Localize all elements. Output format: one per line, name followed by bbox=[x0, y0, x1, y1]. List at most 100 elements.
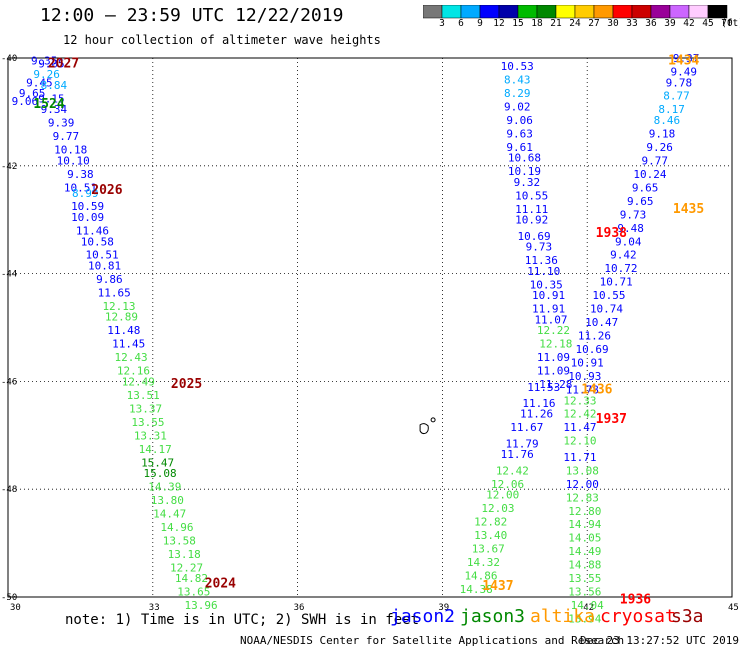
swh-value: 11.09 bbox=[537, 351, 570, 364]
y-tick-label: -40 bbox=[1, 54, 17, 64]
swh-value: 9.04 bbox=[615, 235, 642, 248]
swh-value: 9.61 bbox=[506, 141, 533, 154]
swh-value: 12.00 bbox=[566, 478, 599, 491]
swh-value: 10.09 bbox=[71, 211, 104, 224]
swh-value: 8.43 bbox=[504, 74, 531, 87]
swh-value: 12.16 bbox=[117, 365, 150, 378]
swh-value: 14.47 bbox=[153, 507, 186, 520]
pass-time-label: 2025 bbox=[171, 377, 202, 392]
swh-value: 11.26 bbox=[578, 330, 611, 343]
swh-value: 10.69 bbox=[575, 343, 608, 356]
color-swatch bbox=[707, 5, 728, 19]
color-scale-value: 9 bbox=[477, 18, 483, 29]
y-tick-label: -48 bbox=[1, 485, 17, 495]
swh-value: 9.34 bbox=[41, 103, 68, 116]
swh-value: 11.07 bbox=[534, 313, 567, 326]
color-scale-value: 33 bbox=[626, 18, 638, 29]
swh-value: 9.63 bbox=[506, 127, 533, 140]
swh-value: 9.65 bbox=[632, 181, 659, 194]
color-scale-value: 30 bbox=[607, 18, 619, 29]
color-scale-value: 6 bbox=[458, 18, 464, 29]
swh-value: 8.77 bbox=[663, 90, 690, 103]
swh-value: 11.91 bbox=[532, 303, 565, 316]
swh-value: 8.29 bbox=[504, 87, 531, 100]
swh-value: 12.10 bbox=[563, 435, 596, 448]
swh-value: 10.19 bbox=[508, 165, 541, 178]
swh-value: 10.24 bbox=[633, 168, 666, 181]
swh-value: 12.00 bbox=[486, 489, 519, 502]
pass-time-label: 1437 bbox=[482, 579, 513, 594]
swh-value: 10.53 bbox=[501, 60, 534, 73]
pass-time-label: 1436 bbox=[581, 382, 612, 397]
swh-value: 12.27 bbox=[170, 561, 203, 574]
swh-value: 9.35 bbox=[31, 55, 58, 68]
swh-value: 12.43 bbox=[115, 351, 148, 364]
swh-value: 14.86 bbox=[464, 569, 497, 582]
swh-value: 9.78 bbox=[666, 76, 693, 89]
swh-value: 9.73 bbox=[620, 208, 647, 221]
pass-time-label: 2026 bbox=[91, 183, 122, 198]
x-tick-label: 45 bbox=[728, 603, 739, 613]
swh-value: 10.92 bbox=[515, 214, 548, 227]
map-subtitle: 12 hour collection of altimeter wave hei… bbox=[63, 33, 381, 47]
swh-value: 11.67 bbox=[510, 421, 543, 434]
swh-value: 10.10 bbox=[57, 154, 90, 167]
swh-value: 11.11 bbox=[515, 203, 548, 216]
x-tick-label: 42 bbox=[583, 603, 594, 613]
swh-value: 9.38 bbox=[67, 168, 94, 181]
legend-jason3: jason3 bbox=[460, 606, 526, 627]
island-outline bbox=[419, 423, 429, 435]
pass-time-label: 1936 bbox=[620, 593, 651, 608]
swh-value: 9.26 bbox=[646, 141, 673, 154]
color-scale-value: 70 bbox=[721, 18, 733, 29]
swh-value: 10.91 bbox=[571, 357, 604, 370]
swh-value: 12.03 bbox=[481, 502, 514, 515]
swh-value: 9.02 bbox=[504, 101, 531, 114]
swh-value: 9.42 bbox=[610, 249, 637, 262]
color-scale-value: 15 bbox=[512, 18, 524, 29]
swh-value: 9.48 bbox=[617, 222, 644, 235]
color-scale-value: 18 bbox=[531, 18, 543, 29]
generation-timestamp: Dec 23 13:27:52 UTC 2019 bbox=[580, 634, 739, 647]
pass-time-label: 1435 bbox=[673, 202, 704, 217]
swh-value: 11.53 bbox=[527, 381, 560, 394]
x-tick-label: 39 bbox=[438, 603, 449, 613]
swh-value: 9.15 bbox=[38, 92, 65, 105]
swh-value: 14.04 bbox=[571, 599, 604, 612]
swh-value: 10.68 bbox=[508, 152, 541, 165]
swh-value: 12.06 bbox=[491, 478, 524, 491]
legend-s3a: s3a bbox=[671, 606, 704, 627]
swh-value: 10.55 bbox=[592, 289, 625, 302]
swh-value: 14.94 bbox=[568, 518, 601, 531]
swh-value: 11.76 bbox=[501, 448, 534, 461]
pass-time-label: 2024 bbox=[205, 577, 236, 592]
swh-value: 14.39 bbox=[148, 481, 181, 494]
swh-value: 9.45 bbox=[26, 76, 53, 89]
pass-time-label: 1938 bbox=[596, 226, 627, 241]
legend-jason2: jason2 bbox=[390, 606, 456, 627]
color-scale-value: 39 bbox=[664, 18, 676, 29]
swh-value: 12.83 bbox=[566, 491, 599, 504]
x-tick-label: 30 bbox=[10, 603, 21, 613]
swh-value: 12.89 bbox=[105, 311, 138, 324]
color-scale-value: 12 bbox=[493, 18, 505, 29]
swh-value: 9.73 bbox=[526, 241, 553, 254]
swh-value: 10.69 bbox=[518, 230, 551, 243]
swh-value: 9.49 bbox=[670, 65, 697, 78]
credit-line: NOAA/NESDIS Center for Satellite Applica… bbox=[240, 634, 625, 647]
legend-altika: altika bbox=[530, 606, 596, 627]
color-scale-value: 24 bbox=[569, 18, 581, 29]
swh-value: 9.05 bbox=[38, 57, 65, 70]
swh-value: 8.84 bbox=[41, 79, 68, 92]
swh-value: 11.71 bbox=[563, 451, 596, 464]
y-tick-label: -50 bbox=[1, 593, 17, 603]
y-tick-label: -46 bbox=[1, 377, 17, 387]
swh-value: 12.33 bbox=[563, 394, 596, 407]
swh-value: 11.28 bbox=[539, 378, 572, 391]
swh-value: 12.49 bbox=[122, 375, 155, 388]
swh-value: 13.67 bbox=[472, 542, 505, 555]
swh-value: 11.65 bbox=[98, 286, 131, 299]
pass-time-label: 1434 bbox=[668, 54, 699, 69]
swh-value: 13.55 bbox=[131, 416, 164, 429]
color-scale-value: 45 bbox=[702, 18, 714, 29]
